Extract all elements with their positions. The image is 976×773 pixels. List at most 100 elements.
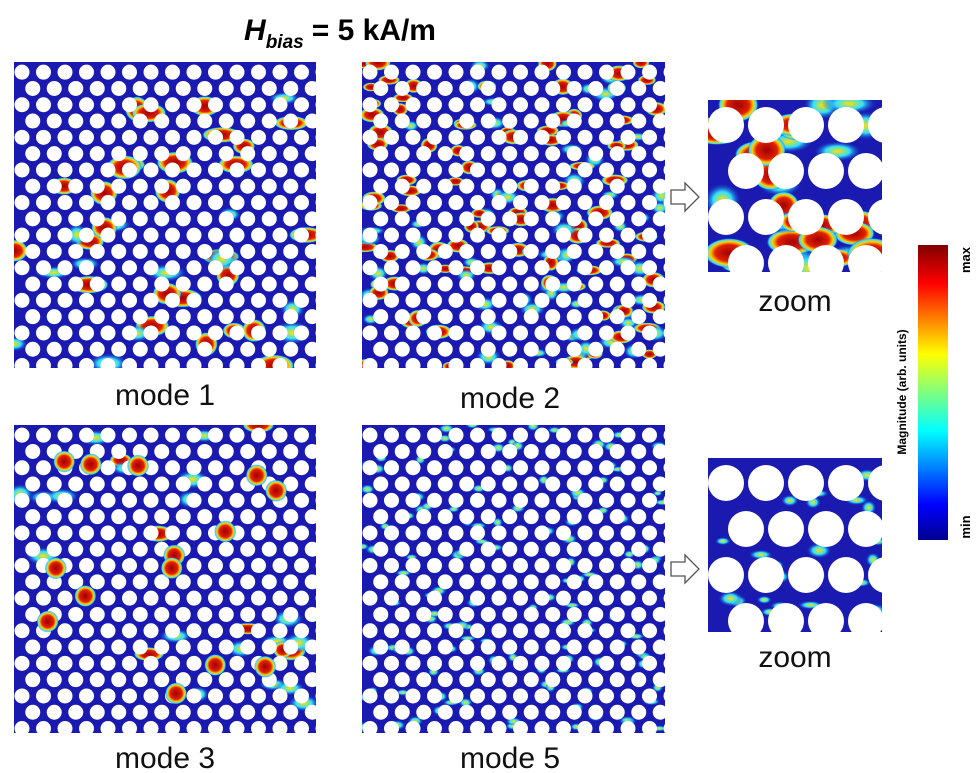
antidot: [459, 342, 474, 357]
antidot: [208, 558, 223, 573]
antidot: [111, 607, 126, 622]
antidot: [133, 509, 148, 524]
antidot: [58, 721, 73, 736]
antidot: [384, 325, 399, 340]
antidot: [273, 623, 288, 638]
antidot: [111, 705, 126, 720]
antidot: [481, 114, 496, 129]
antidot: [187, 325, 202, 340]
antidot: [449, 591, 464, 606]
antidot: [513, 558, 528, 573]
antidot: [90, 244, 105, 259]
antidot: [25, 477, 40, 492]
antidot: [535, 460, 550, 475]
antidot: [395, 277, 410, 292]
antidot: [79, 623, 94, 638]
antidot: [262, 574, 277, 589]
hot-dot: [53, 451, 75, 473]
antidot: [197, 640, 212, 655]
antidot: [427, 358, 442, 373]
antidot: [273, 460, 288, 475]
antidot: [459, 277, 474, 292]
antidot: [176, 211, 191, 226]
hot-spot: [718, 591, 743, 607]
antidot: [305, 444, 320, 459]
antidot: [305, 672, 320, 687]
panel-label: mode 5: [460, 742, 560, 773]
zoom-label: zoom: [758, 285, 831, 318]
antidot: [122, 525, 137, 540]
antidot: [492, 130, 507, 145]
antidot: [449, 325, 464, 340]
antidot: [438, 477, 453, 492]
antidot: [154, 146, 169, 161]
antidot: [492, 162, 507, 177]
antidot: [599, 195, 614, 210]
antidot: [144, 260, 159, 275]
antidot: [122, 97, 137, 112]
antidot: [273, 358, 288, 373]
antidot: [36, 525, 51, 540]
antidot: [47, 179, 62, 194]
antidot: [578, 130, 593, 145]
antidot: [363, 325, 378, 340]
antidot: [642, 228, 657, 243]
antidot: [154, 444, 169, 459]
antidot: [395, 574, 410, 589]
antidot: [578, 656, 593, 671]
antidot: [230, 493, 245, 508]
antidot: [90, 672, 105, 687]
antidot: [535, 325, 550, 340]
antidot: [588, 81, 603, 96]
antidot: [567, 277, 582, 292]
antidot: [316, 721, 331, 736]
antidot: [631, 640, 646, 655]
antidot: [251, 591, 266, 606]
antidot: [449, 460, 464, 475]
antidot: [90, 179, 105, 194]
antidot: [111, 542, 126, 557]
antidot: [513, 591, 528, 606]
antidot: [384, 260, 399, 275]
antidot: [438, 114, 453, 129]
antidot: [459, 179, 474, 194]
antidot: [122, 623, 137, 638]
antidot: [294, 228, 309, 243]
antidot: [79, 525, 94, 540]
antidot: [631, 705, 646, 720]
antidot: [230, 325, 245, 340]
antidot: [406, 460, 421, 475]
antidot: [90, 607, 105, 622]
antidot: [68, 146, 83, 161]
antidot: [230, 162, 245, 177]
antidot: [427, 493, 442, 508]
antidot: [15, 623, 30, 638]
antidot: [524, 477, 539, 492]
antidot: [868, 557, 904, 593]
antidot: [68, 244, 83, 259]
antidot: [513, 460, 528, 475]
antidot: [316, 656, 331, 671]
antidot: [828, 465, 864, 501]
antidot: [208, 97, 223, 112]
antidot: [187, 97, 202, 112]
antidot: [664, 65, 679, 80]
antidot: [427, 525, 442, 540]
antidot: [305, 640, 320, 655]
antidot: [438, 542, 453, 557]
antidot: [373, 607, 388, 622]
antidot: [273, 325, 288, 340]
antidot: [251, 325, 266, 340]
antidot: [262, 705, 277, 720]
antidot: [545, 146, 560, 161]
antidot: [133, 342, 148, 357]
antidot: [240, 179, 255, 194]
antidot: [251, 293, 266, 308]
antidot: [545, 244, 560, 259]
antidot: [373, 640, 388, 655]
antidot: [197, 179, 212, 194]
antidot: [653, 477, 668, 492]
antidot: [219, 705, 234, 720]
antidot: [36, 162, 51, 177]
antidot: [631, 509, 646, 524]
